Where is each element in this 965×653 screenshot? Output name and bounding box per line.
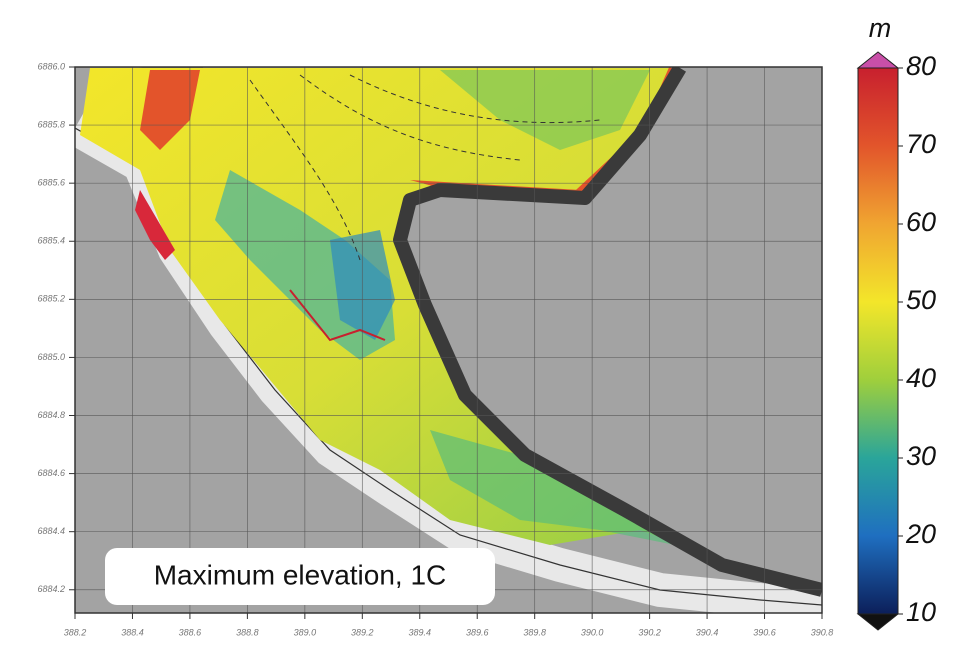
colorbar-scale: [857, 67, 899, 615]
colorbar-tick-label: 10: [906, 597, 936, 627]
x-tick-label: 389.4: [409, 627, 432, 637]
y-tick-label: 6885.0: [37, 352, 65, 362]
annotation-box: [105, 548, 495, 605]
x-tick-label: 388.8: [236, 627, 259, 637]
x-tick-label: 390.6: [753, 627, 776, 637]
steep-slope: [393, 67, 822, 597]
y-tick-label: 6884.2: [37, 584, 65, 594]
x-tick-label: 390.0: [581, 627, 604, 637]
colorbar-label: m: [869, 13, 892, 43]
depth-contour: [249, 74, 601, 261]
high-zone: [140, 70, 200, 150]
y-tick-label: 6886.0: [37, 61, 65, 71]
grid: [74, 66, 823, 613]
y-tick-label: 6885.2: [37, 294, 65, 304]
map-area: [75, 67, 822, 613]
y-tick-label: 6884.6: [37, 468, 65, 478]
x-tick-label: 389.0: [294, 627, 317, 637]
high-zone: [135, 190, 175, 260]
x-tick-label: 389.6: [466, 627, 489, 637]
colorbar-tick-label: 70: [906, 129, 936, 159]
colorbar-tick-label: 30: [906, 441, 936, 471]
y-tick-label: 6884.4: [37, 526, 65, 536]
colorbar-tick-label: 80: [906, 51, 936, 81]
y-tick-label: 6885.8: [37, 119, 65, 129]
colorbar: 10 20 30 40 50 60 70 80: [856, 51, 936, 631]
y-tick-label: 6885.6: [37, 178, 65, 188]
annotation: Maximum elevation, 1C: [154, 559, 447, 590]
inundation-line: [289, 289, 386, 342]
y-tick-label: 6885.4: [37, 236, 65, 246]
colorbar-tick-label: 60: [906, 207, 936, 237]
y-tick-label: 6884.8: [37, 410, 65, 420]
x-tick-label: 388.2: [64, 627, 87, 637]
x-tick-label: 388.6: [179, 627, 202, 637]
colorbar-tick-label: 20: [905, 519, 936, 549]
x-tick-label: 388.4: [121, 627, 144, 637]
x-tick-label: 389.2: [351, 627, 374, 637]
x-tick-label: 390.2: [638, 627, 661, 637]
x-tick-label: 390.4: [696, 627, 719, 637]
colorbar-cap: [856, 613, 900, 631]
x-tick-label: 389.8: [523, 627, 546, 637]
colorbar-tick-label: 50: [906, 285, 936, 315]
frame: [74, 66, 823, 614]
x-tick-label: 390.8: [811, 627, 834, 637]
low-zone: [440, 70, 650, 150]
colorbar-tick-label: 40: [906, 363, 936, 393]
colorbar-cap: [856, 51, 900, 69]
